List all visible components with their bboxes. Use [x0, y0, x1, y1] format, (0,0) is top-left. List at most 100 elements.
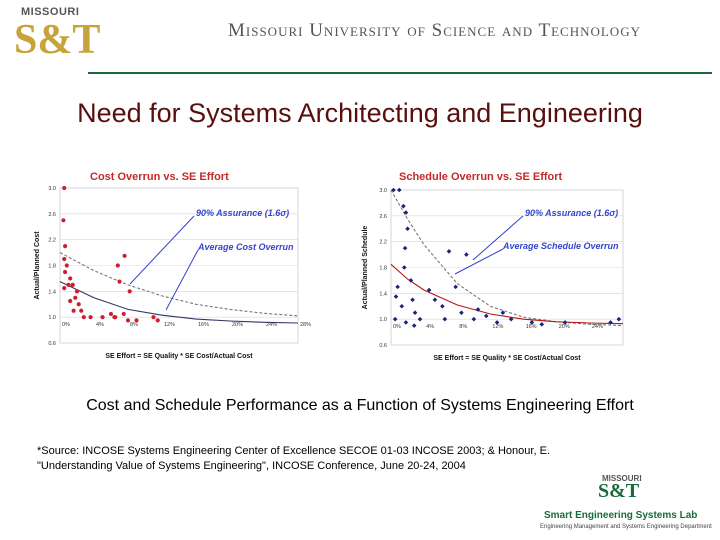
schedule-data-point	[471, 316, 477, 322]
schedule-data-point	[405, 226, 410, 232]
schedule-data-point	[411, 323, 417, 328]
source-line-1: *Source: INCOSE Systems Engineering Cent…	[37, 445, 550, 457]
cost-x-axis-label: SE Effort = SE Quality * SE Cost/Actual …	[105, 353, 253, 360]
slide-header: MISSOURI S&T Missouri University of Scie…	[0, 0, 720, 76]
cost-data-point	[68, 298, 73, 304]
cost-data-point	[81, 315, 86, 320]
schedule-x-tick-label: 16%	[526, 324, 537, 330]
cost-data-point	[63, 244, 68, 249]
cost-x-tick-label: 16%	[198, 322, 209, 328]
smart-engineering-systems-lab-logo: MISSOURI S&T Smart Engineering Systems L…	[538, 474, 718, 536]
cost-y-axis-label: Actual/Planned Cost	[34, 231, 41, 300]
cost-data-point	[61, 218, 66, 223]
schedule-data-point	[410, 297, 415, 303]
cost-data-point	[108, 311, 114, 317]
cost-x-tick-label: 8%	[130, 322, 138, 328]
schedule-data-point	[459, 310, 464, 316]
schedule-data-point	[539, 322, 545, 327]
schedule-chart-title: Schedule Overrun vs. SE Effort	[399, 171, 563, 183]
schedule-data-point	[396, 187, 402, 193]
cost-data-point	[100, 315, 105, 320]
cost-y-tick-label: 0.6	[48, 341, 56, 347]
cost-x-tick-label: 28%	[300, 322, 311, 328]
cost-data-point	[117, 279, 122, 284]
lab-department: Engineering Management and Systems Engin…	[540, 524, 712, 530]
cost-x-tick-label: 20%	[232, 322, 243, 328]
schedule-y-tick-label: 0.6	[379, 343, 387, 349]
schedule-data-point	[412, 310, 418, 316]
missouri-st-logo: MISSOURI S&T	[8, 4, 100, 72]
cost-data-point	[66, 282, 71, 287]
lab-logo-small-text: MISSOURI	[602, 474, 642, 483]
schedule-data-point	[508, 316, 514, 322]
cost-data-point	[88, 315, 93, 320]
schedule-data-point	[616, 316, 622, 322]
schedule-y-tick-label: 1.0	[379, 317, 387, 323]
schedule-data-point	[399, 303, 405, 309]
cost-y-tick-label: 1.8	[48, 264, 56, 270]
cost-y-tick-label: 2.6	[48, 212, 56, 218]
cost-data-point	[63, 269, 68, 275]
schedule-data-point	[464, 252, 469, 257]
cost-data-point	[121, 311, 126, 317]
cost-x-tick-label: 24%	[266, 322, 277, 328]
schedule-y-tick-label: 1.8	[379, 266, 387, 272]
schedule-data-point	[391, 187, 396, 193]
cost-x-tick-label: 0%	[62, 322, 70, 328]
cost-y-tick-label: 1.4	[48, 289, 56, 295]
cost-data-point	[64, 263, 69, 268]
cost-chart-title: Cost Overrun vs. SE Effort	[90, 171, 229, 183]
schedule-data-point	[475, 307, 481, 312]
schedule-x-tick-label: 24%	[592, 324, 603, 330]
slide-title: Need for Systems Architecting and Engine…	[77, 98, 643, 128]
university-name: Missouri University of Science and Techn…	[228, 20, 641, 41]
schedule-assurance-curve	[390, 189, 624, 327]
cost-data-point	[125, 318, 131, 323]
cost-data-point	[151, 315, 156, 320]
schedule-data-point	[529, 320, 535, 325]
schedule-data-point	[402, 245, 408, 251]
schedule-y-tick-label: 2.6	[379, 214, 387, 220]
schedule-data-point	[392, 316, 398, 322]
cost-data-point	[71, 308, 76, 313]
cost-data-point	[76, 302, 81, 307]
schedule-overrun-chart: 0.6 1.0 1.4 1.8 2.2 2.6 3.0 0% 4% 8% 12% 16% 20% 24% S…	[362, 171, 624, 362]
schedule-average-curve	[390, 263, 624, 325]
schedule-data-point	[393, 294, 399, 299]
lab-logo-st-text: S&T	[598, 480, 640, 502]
cost-data-point	[127, 289, 132, 294]
source-line-2: "Understanding Value of Systems Engineer…	[37, 460, 466, 472]
schedule-y-tick-label: 1.4	[379, 291, 387, 297]
schedule-data-point	[494, 320, 500, 325]
schedule-annotation-pointer	[454, 248, 504, 275]
schedule-data-point	[453, 284, 458, 290]
logo-small-text: MISSOURI	[21, 6, 80, 18]
cost-data-point	[68, 276, 73, 281]
schedule-data-point	[442, 316, 448, 322]
schedule-y-tick-label: 3.0	[379, 188, 387, 194]
cost-data-point	[62, 256, 67, 262]
cost-x-tick-label: 4%	[96, 322, 104, 328]
schedule-y-tick-label: 2.2	[379, 240, 387, 246]
cost-y-tick-label: 2.2	[48, 238, 56, 244]
cost-data-point	[122, 253, 127, 258]
schedule-data-point	[401, 265, 407, 270]
schedule-data-point	[483, 313, 489, 319]
cost-y-tick-label: 1.0	[48, 315, 56, 321]
cost-data-point	[62, 286, 67, 291]
schedule-x-tick-label: 0%	[393, 324, 401, 330]
cost-annotation-pointer	[165, 249, 199, 311]
schedule-annotation-label: 90% Assurance (1.6σ)	[525, 208, 618, 218]
cost-annotation-pointer	[129, 215, 195, 285]
schedule-x-tick-label: 20%	[559, 324, 570, 330]
cost-data-point	[115, 263, 120, 268]
cost-assurance-curve	[59, 252, 299, 317]
cost-data-point	[74, 289, 80, 294]
cost-y-tick-label: 3.0	[48, 186, 56, 192]
cost-annotation-label: 90% Assurance (1.6σ)	[196, 208, 289, 218]
schedule-x-tick-label: 8%	[459, 324, 467, 330]
schedule-data-point	[500, 310, 506, 316]
schedule-annotation-label: Average Schedule Overrun	[502, 241, 619, 251]
cost-data-point	[79, 308, 84, 313]
schedule-data-point	[446, 249, 452, 254]
